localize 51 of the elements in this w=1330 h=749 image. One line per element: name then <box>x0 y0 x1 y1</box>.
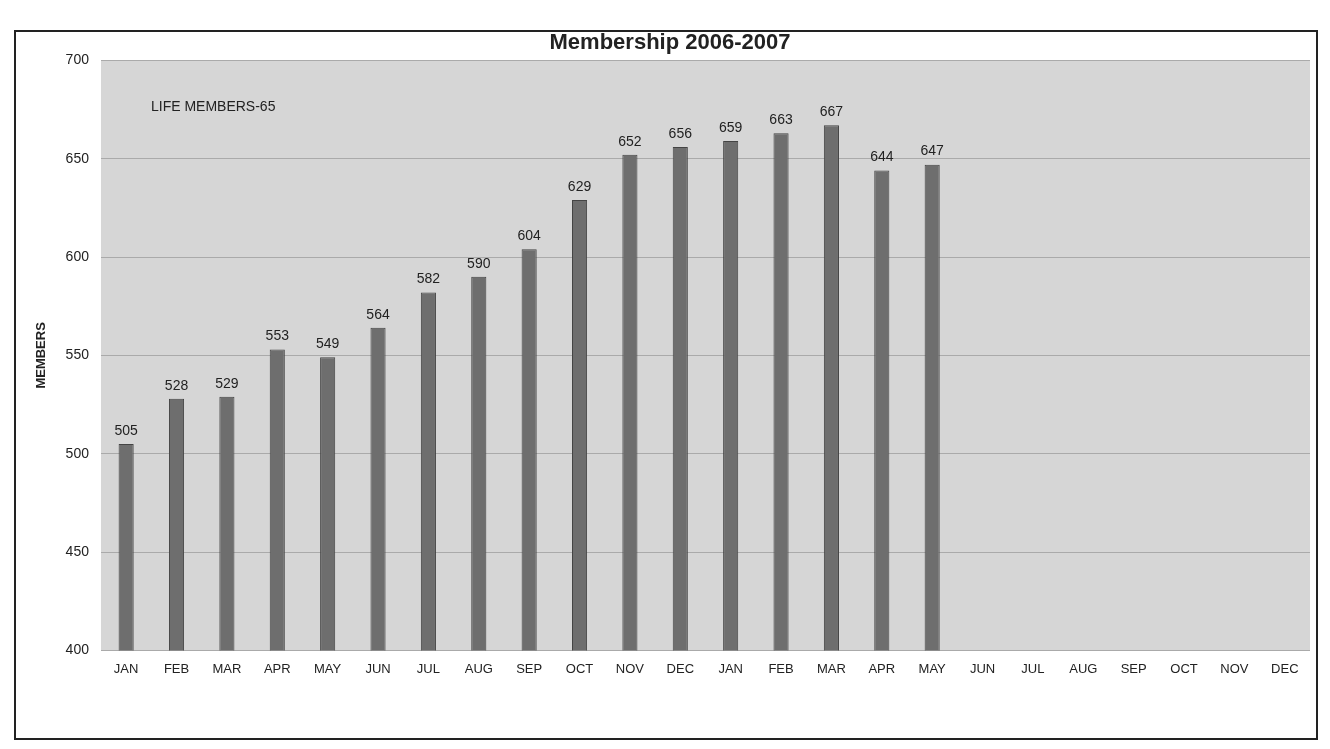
x-tick-label: APR <box>868 660 896 676</box>
x-tick-label: MAR <box>816 660 846 676</box>
data-label: 528 <box>164 376 189 393</box>
data-label: 656 <box>668 124 693 141</box>
data-label: 553 <box>265 327 290 344</box>
y-tick-label: 450 <box>65 542 90 559</box>
x-tick-label: DEC <box>1271 660 1299 676</box>
x-tick-label: MAR <box>212 660 242 676</box>
x-tick-label: MAY <box>314 660 342 676</box>
data-label: 644 <box>870 148 894 165</box>
data-label: 663 <box>769 111 793 128</box>
x-tick-label: OCT <box>1170 660 1198 676</box>
data-label: 590 <box>467 254 491 271</box>
x-tick-label: APR <box>263 660 291 676</box>
y-tick-label: 600 <box>65 247 90 264</box>
data-label: 629 <box>567 177 592 194</box>
y-tick-label: 700 <box>65 51 90 68</box>
data-label: 529 <box>215 374 239 391</box>
x-tick-label: SEP <box>516 660 543 676</box>
data-label: 505 <box>114 421 139 438</box>
data-label: 667 <box>819 103 844 120</box>
data-label: 659 <box>718 118 743 135</box>
x-tick-label: NOV <box>615 660 645 676</box>
x-tick-label: JAN <box>718 660 743 676</box>
x-tick-label: FEB <box>768 660 794 676</box>
x-tick-label: MAY <box>918 660 947 676</box>
x-tick-label: JUN <box>969 660 996 676</box>
x-tick-label: DEC <box>666 660 695 676</box>
data-label: 647 <box>920 142 945 159</box>
y-tick-label: 550 <box>65 346 90 363</box>
x-tick-label: AUG <box>464 660 493 676</box>
y-axis-title: MEMBERS <box>33 321 49 389</box>
annotation: LIFE MEMBERS-65 <box>150 98 276 115</box>
x-tick-label: JUN <box>365 660 391 676</box>
data-label: 549 <box>315 335 340 352</box>
x-tick-label: JUL <box>1021 660 1045 676</box>
y-tick-label: 400 <box>65 641 90 658</box>
data-label: 604 <box>517 227 542 244</box>
x-tick-label: FEB <box>163 660 190 676</box>
data-label: 582 <box>416 270 441 287</box>
data-label: 652 <box>618 132 642 149</box>
x-tick-label: NOV <box>1220 660 1249 676</box>
x-tick-label: JUL <box>416 660 440 676</box>
x-tick-label: SEP <box>1120 660 1147 676</box>
y-tick-label: 500 <box>65 444 90 461</box>
x-tick-label: AUG <box>1069 660 1098 676</box>
x-tick-label: OCT <box>565 660 594 676</box>
chart-title: Membership 2006-2007 <box>549 29 791 55</box>
x-tick-label: JAN <box>113 660 139 676</box>
y-tick-label: 650 <box>65 149 90 166</box>
data-label: 564 <box>366 305 390 322</box>
